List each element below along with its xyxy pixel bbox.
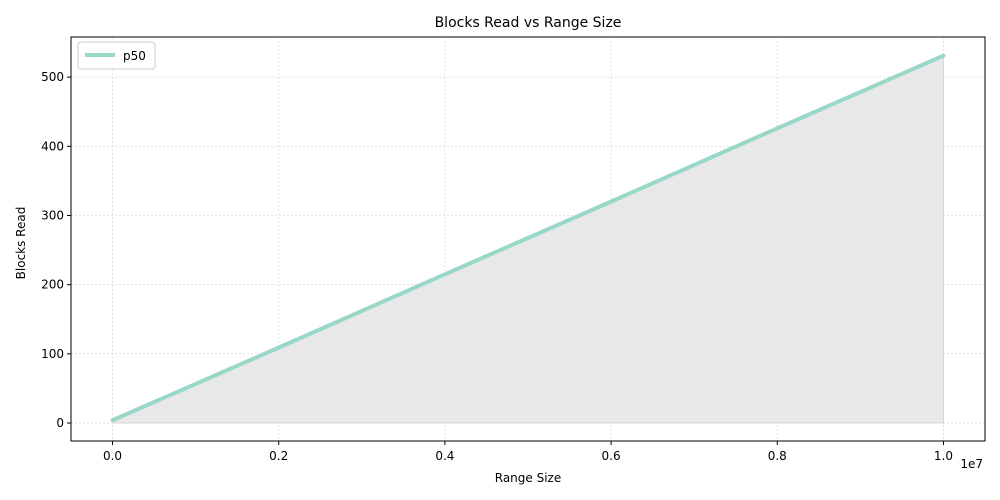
y-tick-label: 200 bbox=[41, 278, 64, 292]
legend-box bbox=[77, 41, 156, 70]
x-axis: 0.0 0.2 0.4 0.6 0.8 1.0 bbox=[103, 441, 953, 463]
legend: p50 bbox=[77, 41, 156, 70]
x-tick-label: 0.4 bbox=[435, 449, 454, 463]
y-tick-label: 300 bbox=[41, 208, 64, 222]
y-tick-label: 400 bbox=[41, 139, 64, 153]
series-line-p50 bbox=[110, 53, 946, 423]
y-axis-label: Blocks Read bbox=[14, 207, 28, 280]
x-tick-label: 0.6 bbox=[602, 449, 621, 463]
x-axis-offset-label: 1e7 bbox=[960, 457, 983, 471]
y-tick-label: 0 bbox=[56, 416, 64, 430]
x-axis-label: Range Size bbox=[495, 471, 561, 485]
y-tick-label: 100 bbox=[41, 347, 64, 361]
x-tick-label: 1.0 bbox=[934, 449, 953, 463]
x-tick-label: 0.8 bbox=[768, 449, 787, 463]
x-tick-label: 0.0 bbox=[103, 449, 122, 463]
y-axis: 0 100 200 300 400 500 bbox=[41, 70, 71, 430]
x-tick-label: 0.2 bbox=[269, 449, 288, 463]
legend-label-p50: p50 bbox=[123, 49, 146, 63]
plot-frame bbox=[70, 36, 986, 442]
y-tick-label: 500 bbox=[41, 70, 64, 84]
chart-title: Blocks Read vs Range Size bbox=[435, 15, 622, 31]
